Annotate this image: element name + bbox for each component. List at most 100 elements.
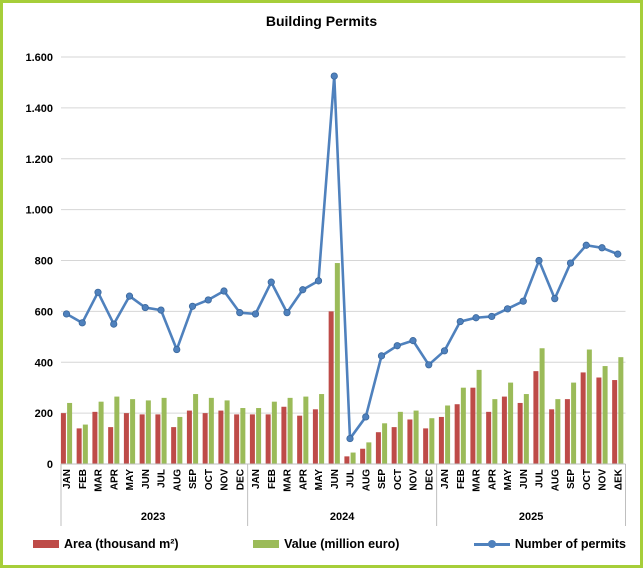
- value-bar: [555, 399, 561, 464]
- x-axis-month-label: JUN: [519, 469, 530, 489]
- value-bar: [586, 349, 592, 464]
- x-axis-month-label: JUL: [346, 469, 357, 488]
- value-bar: [602, 366, 608, 464]
- area-bar: [297, 415, 303, 464]
- area-bar: [265, 414, 271, 464]
- x-axis-month-label: AUG: [550, 469, 561, 491]
- permits-marker: [141, 303, 149, 312]
- value-bar: [382, 423, 388, 464]
- permits-marker: [94, 288, 102, 296]
- x-axis-month-label: NOV: [220, 469, 231, 491]
- permits-marker: [362, 413, 370, 421]
- area-bar: [171, 427, 177, 464]
- area-bar: [108, 427, 114, 464]
- value-bar: [287, 397, 293, 464]
- x-axis-month-label: APR: [109, 468, 120, 490]
- value-bar: [508, 382, 514, 464]
- area-bar: [139, 414, 145, 464]
- area-bar: [218, 410, 224, 464]
- area-bar: [249, 414, 255, 464]
- legend-label-permits: Number of permits: [514, 537, 626, 551]
- value-bar: [145, 400, 151, 464]
- x-axis-month-label: SEP: [377, 469, 388, 489]
- value-bar: [271, 401, 277, 464]
- x-axis-month-label: MAY: [314, 469, 325, 491]
- value-bar: [429, 418, 435, 464]
- value-bar: [256, 408, 262, 464]
- area-bar: [580, 372, 586, 464]
- permits-marker: [110, 320, 118, 328]
- area-bar: [549, 409, 555, 464]
- value-bar: [492, 399, 498, 464]
- area-bar: [312, 409, 318, 464]
- area-bar: [470, 387, 476, 464]
- area-bar: [533, 371, 539, 464]
- x-axis-month-label: APR: [487, 468, 498, 490]
- chart-plot-area: 0 200 400 600 800 1.000 1.200 1.400 1.600 JAN FEB M…: [25, 52, 626, 526]
- permits-marker: [236, 309, 244, 317]
- area-bar: [155, 414, 161, 464]
- permits-marker: [204, 296, 212, 304]
- area-bar: [612, 380, 618, 464]
- value-bar: [397, 411, 403, 464]
- y-axis-tick-label: 400: [35, 357, 53, 369]
- area-bar: [186, 410, 192, 464]
- permits-marker: [377, 352, 386, 360]
- permits-marker: [488, 312, 496, 321]
- value-bar: [98, 401, 104, 464]
- y-axis-tick-label: 1.400: [25, 103, 53, 115]
- y-axis-tick-label: 0: [47, 459, 53, 471]
- chart-legend: Area (thousand m²) Value (million euro) …: [33, 537, 626, 551]
- x-axis-year-label: 2024: [330, 511, 355, 523]
- value-bar: [224, 400, 230, 464]
- chart-title: Building Permits: [265, 13, 378, 29]
- area-bar: [123, 413, 129, 464]
- x-axis-month-label: JAN: [251, 469, 262, 489]
- value-bar: [366, 442, 372, 464]
- area-bar: [517, 402, 523, 464]
- x-axis-month-label: JAN: [440, 469, 451, 489]
- area-bar: [360, 448, 366, 464]
- value-bar: [319, 394, 325, 464]
- permits-marker: [393, 342, 401, 350]
- x-axis-month-label: JUN: [330, 469, 341, 489]
- y-axis-tick-label: 200: [35, 408, 53, 420]
- value-bar: [413, 410, 419, 464]
- x-axis-month-label: JUL: [535, 469, 546, 488]
- value-bar: [460, 387, 466, 464]
- permits-marker: [173, 345, 181, 354]
- value-bar: [130, 399, 136, 464]
- permits-marker: [472, 314, 480, 322]
- x-axis-year-label: 2023: [141, 511, 165, 523]
- x-axis-month-label: SEP: [566, 469, 577, 489]
- x-axis-year-label: 2025: [519, 511, 543, 523]
- value-bar: [82, 424, 88, 464]
- area-bar: [564, 399, 570, 464]
- value-bar: [476, 369, 482, 464]
- y-axis-tick-label: 1.200: [25, 154, 53, 166]
- area-bar: [202, 413, 208, 464]
- legend-item-permits: Number of permits: [473, 537, 626, 551]
- legend-label-value: Value (million euro): [284, 537, 400, 551]
- legend-item-area: Area (thousand m²): [33, 537, 179, 551]
- value-bar: [193, 394, 199, 464]
- area-bar: [375, 432, 381, 464]
- value-bar: [334, 263, 340, 464]
- permits-marker: [267, 278, 275, 286]
- x-axis-month-label: JUN: [141, 469, 152, 489]
- permits-marker: [251, 310, 260, 318]
- permits-marker: [125, 292, 134, 300]
- area-bar: [328, 311, 334, 464]
- value-bar: [539, 348, 545, 464]
- x-axis-month-label: NOV: [598, 469, 609, 491]
- permits-marker: [503, 305, 512, 313]
- y-axis-tick-label: 800: [35, 256, 53, 268]
- area-bar: [76, 428, 82, 464]
- legend-item-value: Value (million euro): [253, 537, 399, 551]
- y-axis-tick-label: 1.600: [25, 52, 53, 64]
- permits-marker: [283, 309, 291, 317]
- x-axis-month-label: OCT: [393, 469, 404, 490]
- permits-marker: [314, 277, 323, 285]
- permits-marker: [409, 337, 417, 345]
- value-bar: [177, 416, 183, 464]
